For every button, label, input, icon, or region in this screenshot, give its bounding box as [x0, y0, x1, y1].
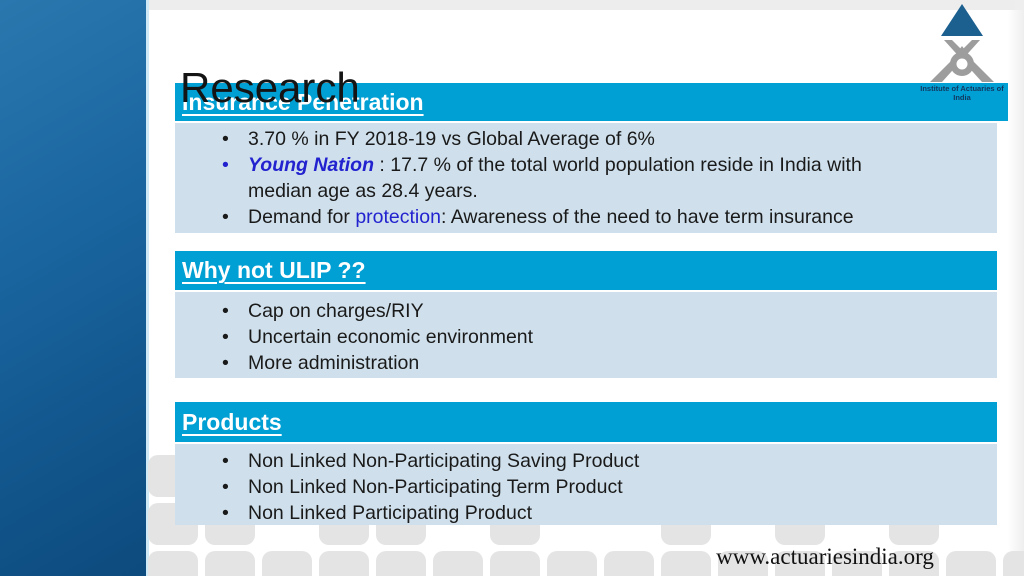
bullet-list: • Non Linked Non-Participating Saving Pro…	[175, 444, 997, 526]
bullet-text-segment: Young Nation	[248, 154, 375, 176]
bullet-text-segment: Non Linked Participating Product	[248, 502, 532, 524]
section-header-insurance-penetration: Insurance Penetration	[175, 83, 1008, 121]
mosaic-tile	[319, 551, 369, 576]
bullet-list: • 3.70 % in FY 2018-19 vs Global Average …	[175, 123, 997, 230]
mosaic-tile	[433, 551, 483, 576]
sidebar-edge-line	[146, 0, 149, 576]
bullet-marker: •	[222, 206, 229, 228]
institute-of-actuaries-logo: Institute of Actuaries of India	[912, 2, 1012, 102]
bullet-marker: •	[222, 154, 229, 176]
bullet-marker: •	[222, 476, 229, 498]
mosaic-tile	[376, 551, 426, 576]
mosaic-tile	[889, 551, 939, 576]
bullet-item: • Non Linked Non-Participating Saving Pro…	[222, 448, 977, 474]
logo-caption: Institute of Actuaries of India	[920, 84, 1004, 102]
bullet-marker: •	[222, 326, 229, 348]
bullet-text-segment: median age as 28.4 years.	[248, 180, 478, 202]
mosaic-tile	[1003, 551, 1024, 576]
right-edge-fade	[1008, 0, 1024, 576]
bullet-item: • Cap on charges/RIY	[222, 298, 977, 324]
mosaic-tile	[946, 551, 996, 576]
mosaic-tile	[148, 551, 198, 576]
bullet-marker: •	[222, 128, 229, 150]
mosaic-tile	[205, 551, 255, 576]
page-title: Research	[180, 64, 360, 112]
bullet-text-segment: Non Linked Non-Participating Term Produc…	[248, 476, 623, 498]
mosaic-tile	[262, 551, 312, 576]
bullet-marker: •	[222, 300, 229, 322]
mosaic-tile	[718, 551, 768, 576]
bullet-item: • 3.70 % in FY 2018-19 vs Global Average …	[222, 126, 977, 152]
bullet-text-segment: Non Linked Non-Participating Saving Prod…	[248, 450, 640, 472]
section-heading-label: Why not ULIP ??	[182, 257, 366, 283]
bullet-text-segment: : Awareness of the need to have term ins…	[440, 206, 854, 228]
section-header-products: Products	[175, 402, 997, 442]
section-panel-why-not-ulip: • Cap on charges/RIY • Uncertain economic e…	[175, 292, 997, 378]
mosaic-tile	[661, 551, 711, 576]
bullet-text-segment: : 17.7 % of the total world population r…	[374, 154, 862, 176]
mosaic-tile	[604, 551, 654, 576]
section-heading-label: Insurance Penetration	[182, 88, 424, 115]
bullet-item: • Uncertain economic environment	[222, 324, 977, 350]
bullet-item: • Non Linked Non-Participating Term Produ…	[222, 474, 977, 500]
section-panel-products: • Non Linked Non-Participating Saving Pro…	[175, 444, 997, 525]
section-heading-label: Products	[182, 408, 282, 435]
section-panel-insurance-penetration: • 3.70 % in FY 2018-19 vs Global Average …	[175, 123, 997, 233]
bullet-text-segment: Uncertain economic environment	[248, 326, 534, 348]
bullet-item: • Young Nation : 17.7 % of the total worl…	[222, 152, 977, 204]
bullet-list: • Cap on charges/RIY • Uncertain economic e…	[175, 292, 997, 376]
bullet-text-segment: More administration	[248, 352, 420, 374]
actuaries-triangle-icon	[930, 4, 994, 82]
sidebar-decoration	[0, 0, 146, 576]
footer-website-url: www.actuariesindia.org	[716, 544, 934, 569]
top-gray-strip	[149, 0, 1024, 10]
bullet-item: • Non Linked Participating Product	[222, 500, 977, 526]
mosaic-tile	[547, 551, 597, 576]
bullet-text-segment: Cap on charges/RIY	[248, 300, 424, 322]
mosaic-tile	[832, 551, 882, 576]
bullet-marker: •	[222, 450, 229, 472]
bullet-text-segment: protection	[355, 206, 441, 228]
bullet-item: • Demand for protection: Awareness of the…	[222, 204, 977, 230]
bullet-marker: •	[222, 502, 229, 524]
bullet-text-segment: Demand for	[248, 206, 356, 228]
bullet-text-segment: 3.70 % in FY 2018-19 vs Global Average o…	[248, 128, 655, 150]
section-header-why-not-ulip: Why not ULIP ??	[175, 251, 997, 290]
bullet-item: • More administration	[222, 350, 977, 376]
mosaic-tile	[490, 551, 540, 576]
mosaic-tile	[775, 551, 825, 576]
bullet-marker: •	[222, 352, 229, 374]
